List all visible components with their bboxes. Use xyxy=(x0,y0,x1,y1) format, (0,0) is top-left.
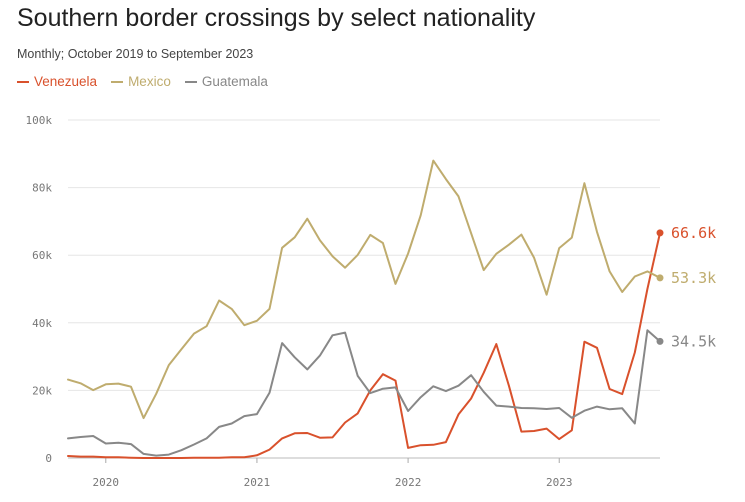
y-tick-label: 60k xyxy=(32,249,52,262)
series-lines xyxy=(67,159,661,459)
gridlines xyxy=(68,119,660,459)
legend-item-guatemala: Guatemala xyxy=(184,74,268,89)
y-tick-label: 20k xyxy=(32,384,52,397)
x-tick-label: 2021 xyxy=(244,476,271,489)
legend-label-venezuela: Venezuela xyxy=(34,74,98,89)
series-line-mexico xyxy=(67,159,661,420)
legend-label-guatemala: Guatemala xyxy=(201,74,268,89)
legend: Venezuela Mexico Guatemala xyxy=(17,74,268,89)
legend-swatch-guatemala xyxy=(184,80,197,83)
x-tick-label: 2023 xyxy=(546,476,573,489)
chart-title: Southern border crossings by select nati… xyxy=(17,4,536,32)
legend-item-mexico: Mexico xyxy=(111,74,171,89)
end-label-guatemala: 34.5k xyxy=(671,332,716,350)
series-line-guatemala xyxy=(67,329,661,457)
series-line-venezuela xyxy=(67,231,661,459)
x-tick-label: 2020 xyxy=(93,476,120,489)
end-point-mexico xyxy=(656,274,664,282)
series-end-labels: 66.6k 53.3k 34.5k xyxy=(656,224,716,350)
legend-swatch-venezuela xyxy=(17,80,29,83)
legend-item-venezuela: Venezuela xyxy=(17,74,97,89)
x-tick-label: 2022 xyxy=(395,476,422,489)
y-tick-label: 40k xyxy=(32,317,52,330)
legend-swatch-mexico xyxy=(111,80,124,83)
x-axis-ticks: 2020 2021 2022 2023 xyxy=(93,458,573,489)
end-label-mexico: 53.3k xyxy=(671,269,716,287)
end-point-guatemala xyxy=(656,337,664,345)
end-label-venezuela: 66.6k xyxy=(671,224,716,242)
y-tick-label: 0 xyxy=(45,452,52,465)
chart-subtitle: Monthly; October 2019 to September 2023 xyxy=(17,47,254,61)
y-tick-label: 100k xyxy=(26,114,53,127)
end-point-venezuela xyxy=(656,229,664,237)
y-tick-label: 80k xyxy=(32,182,52,195)
legend-label-mexico: Mexico xyxy=(128,74,171,89)
y-axis-ticks: 0 20k 40k 60k 80k 100k xyxy=(26,114,53,465)
